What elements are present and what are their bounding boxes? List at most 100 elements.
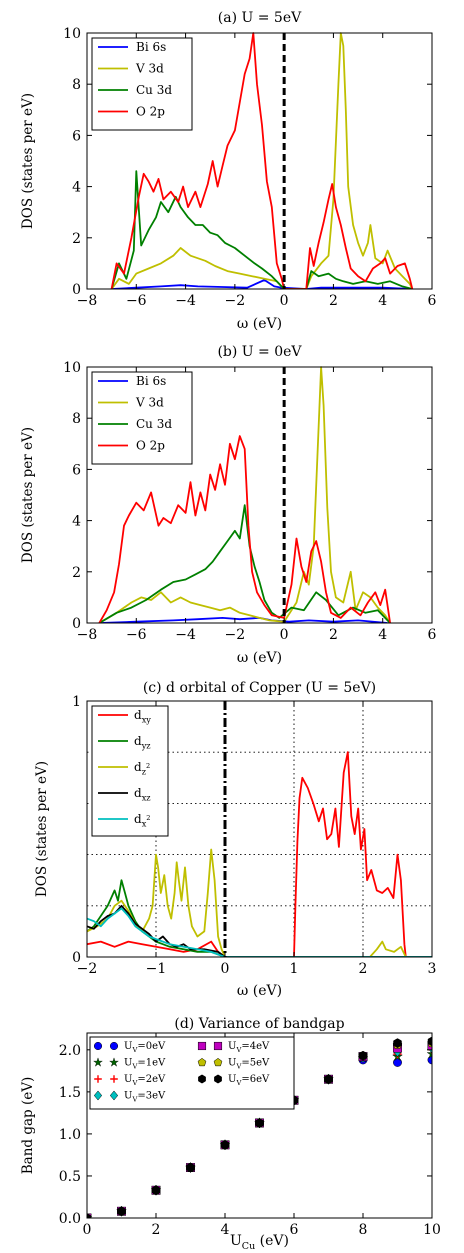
data-point <box>427 1036 432 1047</box>
legend-box <box>91 705 169 837</box>
legend-box <box>91 371 193 465</box>
data-point <box>358 1050 368 1061</box>
x-tick-label: −2 <box>225 293 246 309</box>
data-point <box>426 1048 432 1059</box>
series-line <box>87 751 407 957</box>
series-line <box>98 504 391 623</box>
chart-title: (b) U = 0eV <box>217 344 302 360</box>
series-line <box>110 32 414 289</box>
y-axis-label: Band gap (eV) <box>20 1077 36 1175</box>
y-tick-label: 4 <box>72 180 81 196</box>
data-point <box>87 1213 92 1218</box>
legend-label: UV=1eV <box>124 1058 166 1071</box>
y-tick-label: 10 <box>63 360 81 376</box>
x-tick-label: 3 <box>428 961 437 977</box>
series-line <box>110 170 413 289</box>
x-tick-label: −4 <box>175 293 196 309</box>
series-line <box>110 32 414 289</box>
y-axis-label: DOS (states per eV) <box>34 761 50 897</box>
legend-label: Cu 3d <box>136 417 172 431</box>
x-tick-label: −2 <box>225 627 246 643</box>
y-tick-label: 1.0 <box>59 1127 81 1143</box>
series-line <box>87 907 432 957</box>
x-tick-label: −6 <box>126 627 147 643</box>
x-tick-label: 6 <box>290 1222 299 1238</box>
x-axis-label: ω (eV) <box>237 650 282 666</box>
y-tick-label: 1 <box>72 694 81 710</box>
legend-label: V 3d <box>135 62 164 76</box>
y-tick-label: 0 <box>72 616 81 632</box>
legend-label: UV=5eV <box>228 1058 270 1071</box>
x-tick-label: −4 <box>175 627 196 643</box>
x-tick-label: 6 <box>428 627 437 643</box>
legend-label: UV=0eV <box>124 1041 166 1054</box>
data-point <box>393 1057 402 1067</box>
x-axis-label: ω (eV) <box>237 316 282 332</box>
x-tick-label: −1 <box>146 961 167 977</box>
x-tick-label: 0 <box>221 961 230 977</box>
series-line <box>98 366 391 623</box>
data-point <box>186 1162 195 1173</box>
legend-label: dz2 <box>134 760 150 776</box>
x-tick-label: 1 <box>290 961 299 977</box>
x-axis-label: ω (eV) <box>237 983 282 999</box>
data-point <box>109 1057 119 1067</box>
series-line <box>98 435 391 623</box>
data-point <box>213 1041 223 1051</box>
data-point <box>220 1139 230 1150</box>
y-axis-label: DOS (states per eV) <box>20 427 36 563</box>
legend-label: V 3d <box>135 396 164 410</box>
x-tick-label: 2 <box>359 961 368 977</box>
data-point <box>93 1041 103 1051</box>
data-point <box>109 1090 119 1101</box>
legend-box <box>89 1036 295 1110</box>
axes-frame <box>86 32 433 290</box>
y-tick-label: 0.5 <box>59 1169 81 1185</box>
y-tick-label: 4 <box>72 514 81 530</box>
series-line <box>111 279 413 289</box>
legend-label: Cu 3d <box>136 83 172 97</box>
y-tick-label: 6 <box>72 462 81 478</box>
series-line <box>99 617 388 623</box>
y-tick-label: 8 <box>72 411 81 427</box>
y-tick-label: 0 <box>72 282 81 298</box>
data-point <box>214 1074 222 1084</box>
x-tick-label: −6 <box>126 293 147 309</box>
legend-label: dyz <box>134 734 151 750</box>
data-point <box>213 1057 223 1067</box>
axes-frame <box>86 366 433 624</box>
data-point <box>151 1185 161 1196</box>
x-tick-label: −2 <box>77 961 98 977</box>
data-point <box>197 1041 207 1051</box>
plot-area <box>87 1036 432 1218</box>
data-point <box>93 1090 103 1101</box>
y-tick-label: 2 <box>72 565 81 581</box>
chart-title: (d) Variance of bandgap <box>174 1016 344 1032</box>
y-tick-label: 0 <box>72 950 81 966</box>
data-point <box>93 1057 103 1067</box>
y-tick-label: 8 <box>72 77 81 93</box>
data-point <box>198 1074 206 1084</box>
y-tick-label: 2.0 <box>59 1043 81 1059</box>
data-point <box>117 1206 126 1217</box>
legend-label: Bi 6s <box>136 374 166 388</box>
data-point <box>255 1118 264 1128</box>
x-tick-label: 0 <box>280 627 289 643</box>
x-tick-label: 8 <box>359 1222 368 1238</box>
data-point <box>324 1074 333 1085</box>
data-point <box>197 1057 207 1067</box>
x-tick-label: −8 <box>77 627 98 643</box>
x-tick-label: 4 <box>221 1222 230 1238</box>
series-line <box>87 848 407 957</box>
y-axis-label: DOS (states per eV) <box>20 93 36 229</box>
y-tick-label: 6 <box>72 128 81 144</box>
legend-box <box>91 37 193 131</box>
data-point <box>110 1075 118 1083</box>
y-tick-label: 1.5 <box>59 1085 81 1101</box>
y-tick-label: 2 <box>72 231 81 247</box>
x-tick-label: 4 <box>378 293 387 309</box>
legend-label: UV=4eV <box>228 1041 270 1054</box>
x-tick-label: 4 <box>378 627 387 643</box>
x-tick-label: 2 <box>329 293 338 309</box>
